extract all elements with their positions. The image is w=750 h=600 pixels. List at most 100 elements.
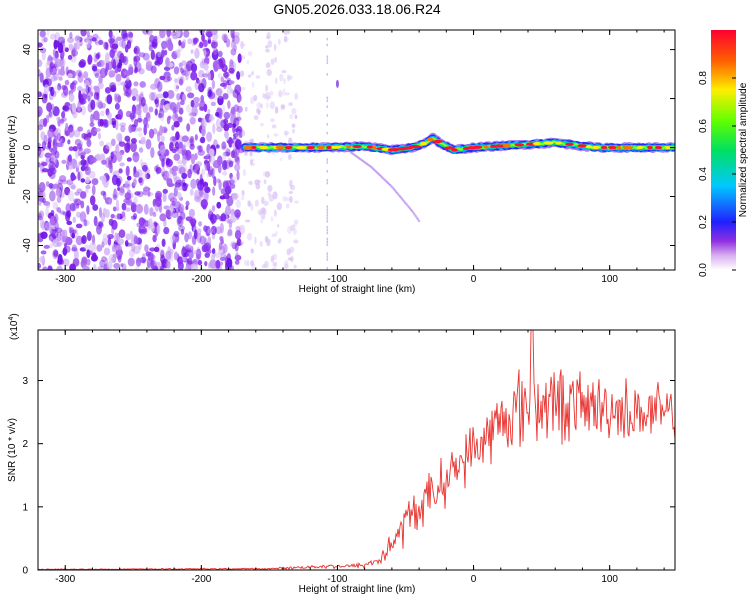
noise-spot — [91, 252, 97, 262]
noise-spot — [126, 242, 133, 247]
noise-spot — [117, 95, 122, 103]
noise-spot — [54, 52, 60, 59]
vertical-streak-dot — [326, 225, 329, 229]
noise-spot — [55, 188, 62, 197]
noise-spot — [134, 191, 141, 196]
noise-spot — [177, 203, 185, 214]
noise-spot-faint — [268, 194, 275, 202]
noise-spot-faint — [287, 74, 290, 82]
vertical-spot — [335, 79, 339, 88]
noise-spot — [42, 266, 48, 270]
vertical-streak-dot — [326, 220, 329, 223]
snr-series-line — [38, 330, 675, 570]
noise-spot — [203, 49, 207, 57]
noise-spot — [41, 37, 46, 44]
noise-spot — [196, 169, 200, 175]
noise-spot-faint — [251, 71, 254, 76]
noise-spot — [44, 152, 52, 159]
noise-spot — [178, 78, 184, 86]
noise-spot — [190, 217, 197, 227]
noise-spot-faint — [253, 115, 259, 120]
noise-spot-faint — [273, 253, 278, 261]
noise-spot — [107, 234, 114, 240]
noise-spot — [132, 126, 138, 133]
noise-spot — [215, 111, 220, 117]
noise-spot — [90, 99, 96, 111]
noise-spot — [236, 105, 243, 113]
noise-spot — [96, 61, 102, 67]
spectrogram-y-ticks: -40 -20 0 20 40 — [22, 44, 675, 253]
noise-spot-faint — [271, 233, 277, 238]
noise-spot — [166, 76, 173, 82]
ridge-peak — [600, 145, 608, 150]
noise-spot-faint — [288, 137, 293, 145]
noise-spot-faint — [257, 108, 261, 116]
noise-spot — [177, 191, 182, 200]
noise-spot — [231, 39, 236, 50]
noise-spot — [114, 103, 120, 110]
noise-spot — [130, 215, 137, 220]
noise-spot — [58, 76, 63, 81]
noise-spot — [170, 234, 176, 245]
noise-spot — [205, 225, 211, 237]
noise-spot — [186, 258, 193, 265]
noise-spot — [218, 179, 222, 191]
noise-spot — [222, 79, 228, 90]
noise-spot — [41, 51, 46, 61]
noise-spot — [133, 47, 138, 54]
noise-spot — [43, 265, 48, 270]
noise-spot-faint — [247, 200, 252, 207]
noise-spot — [145, 112, 151, 122]
ridge-peak — [295, 145, 308, 150]
noise-spot — [189, 112, 197, 117]
noise-spot — [120, 81, 127, 86]
noise-spot — [92, 65, 98, 72]
noise-spot — [147, 190, 151, 197]
noise-spot — [79, 211, 87, 223]
noise-spot — [57, 132, 62, 142]
noise-spot — [105, 141, 112, 150]
noise-spot — [207, 249, 212, 254]
noise-spot — [197, 79, 201, 85]
noise-spot — [103, 144, 110, 155]
noise-spot — [123, 55, 129, 66]
noise-spot-faint — [262, 171, 267, 177]
noise-spot — [127, 257, 135, 267]
noise-spot — [46, 102, 53, 112]
ridge-peak — [591, 145, 600, 150]
noise-spot — [78, 61, 86, 68]
noise-spot — [234, 128, 241, 133]
noise-spot — [131, 87, 139, 97]
noise-spot — [110, 213, 115, 219]
noise-spot — [68, 226, 72, 234]
noise-spot-faint — [280, 104, 286, 110]
noise-spot — [57, 258, 64, 266]
noise-spot — [183, 30, 190, 38]
noise-spot — [169, 31, 177, 36]
noise-spot — [189, 188, 194, 196]
noise-spot — [142, 30, 150, 35]
noise-spot — [188, 208, 195, 218]
noise-spot — [165, 250, 172, 260]
noise-spot — [163, 66, 171, 71]
noise-spot — [235, 199, 242, 209]
noise-spot — [157, 112, 162, 119]
spectrogram-y-tick-label: 40 — [22, 44, 33, 56]
noise-spot — [68, 182, 76, 189]
noise-spot — [138, 228, 147, 234]
noise-spot — [85, 176, 90, 184]
noise-spot — [160, 135, 165, 143]
ridge-peak — [306, 145, 316, 150]
noise-spot — [116, 213, 121, 220]
noise-spot-faint — [246, 260, 250, 267]
noise-spot-faint — [244, 106, 248, 112]
noise-spot — [222, 151, 227, 160]
noise-spot — [234, 139, 242, 150]
noise-spot — [188, 111, 196, 118]
noise-spot — [39, 30, 46, 38]
noise-spot — [80, 178, 86, 183]
noise-spot — [219, 256, 226, 262]
noise-spot — [178, 141, 183, 149]
noise-spot-faint — [241, 55, 246, 60]
noise-spot — [169, 197, 178, 203]
